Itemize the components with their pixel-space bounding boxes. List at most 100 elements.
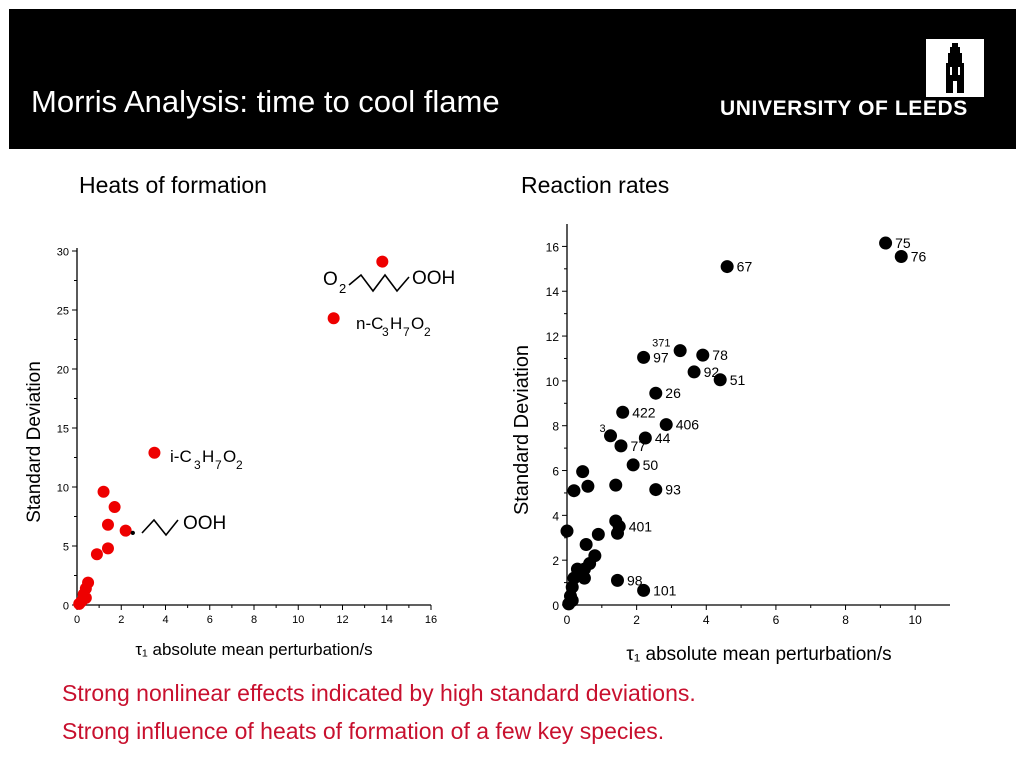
chart1-ytick-label: 0 — [63, 601, 69, 613]
chart2-point-label: 3 — [600, 423, 606, 435]
chart2-data-point — [637, 350, 651, 364]
chart1-ytick-label: 5 — [63, 542, 69, 554]
chart2-ytick-label: 12 — [546, 330, 560, 344]
chart2-data-point — [637, 583, 651, 597]
chart2-data-point — [696, 348, 710, 362]
chart1-data-point — [101, 542, 114, 555]
chart1-xtick-label: 14 — [381, 614, 393, 626]
chart2-data-point — [649, 483, 663, 497]
chart1-data-point — [108, 501, 121, 514]
chart2-data-point — [879, 236, 893, 250]
svg-text:7: 7 — [403, 325, 410, 339]
chart2-data-point — [894, 249, 908, 263]
chart2-xtick-label: 4 — [703, 613, 710, 627]
radical-bond-lines — [141, 518, 179, 537]
chart2-ytick-label: 8 — [552, 420, 559, 434]
chart2-data-point — [591, 527, 605, 541]
chart2-point-label: 67 — [737, 259, 753, 275]
chart2-points — [560, 236, 908, 611]
chart1-ytick-label: 20 — [57, 365, 69, 377]
chart1-xtick-label: 0 — [74, 614, 80, 626]
svg-text:7: 7 — [215, 458, 222, 472]
chart2-ytick-label: 2 — [552, 554, 559, 568]
radical-structure-annotation: • OOH — [130, 513, 226, 542]
chart2-data-point — [604, 429, 618, 443]
chart2-data-point — [638, 431, 652, 445]
chart1-xtick-label: 6 — [207, 614, 213, 626]
chart2-point-label: 75 — [895, 235, 911, 251]
panel-title-heats: Heats of formation — [79, 172, 267, 198]
chart2-point-label: 92 — [704, 364, 720, 380]
chart1-ytick-label: 25 — [57, 306, 69, 318]
chart2-point-label: 78 — [712, 347, 728, 363]
header-bar — [9, 9, 1016, 149]
chart1-data-point — [101, 518, 114, 531]
ipropyl-label: i-C 3 H 7 O 2 — [170, 447, 243, 472]
peroxy-right-ooh: OOH — [412, 268, 455, 289]
chart1-xtick-label: 10 — [292, 614, 304, 626]
chart1-data-point — [119, 524, 132, 537]
chart2-point-label: 97 — [653, 349, 669, 365]
chart2-xtick-label: 10 — [909, 613, 923, 627]
chart2-data-point — [567, 484, 581, 498]
chart2-ytick-label: 16 — [546, 240, 560, 254]
chart1-data-point — [376, 255, 389, 268]
svg-text:2: 2 — [424, 325, 431, 339]
chart2-point-label: 406 — [676, 417, 700, 433]
chart2-point-label: 101 — [653, 582, 677, 598]
chart2-xtick-label: 6 — [773, 613, 780, 627]
chart2-data-point — [673, 344, 687, 358]
slide-title: Morris Analysis: time to cool flame — [31, 84, 500, 119]
chart1-points — [73, 255, 389, 610]
chart2-data-point — [610, 573, 624, 587]
svg-text:3: 3 — [194, 458, 201, 472]
chart2-data-point — [577, 571, 591, 585]
university-tower-logo-icon — [926, 39, 984, 97]
chart2-ytick-label: 4 — [552, 509, 559, 523]
chart2-xtick-label: 2 — [633, 613, 640, 627]
chart1-data-point — [97, 485, 110, 498]
chart2-point-label: 76 — [911, 248, 927, 264]
caption-line-2: Strong influence of heats of formation o… — [62, 718, 665, 744]
chart1-data-point — [327, 312, 340, 325]
chart2-ytick-label: 6 — [552, 465, 559, 479]
chart2-data-point — [609, 478, 623, 492]
svg-text:O: O — [223, 447, 236, 466]
university-name: UNIVERSITY OF LEEDS — [720, 97, 968, 120]
svg-text:i-C: i-C — [170, 447, 192, 466]
chart2-data-point — [720, 260, 734, 274]
chart1-ytick-label: 15 — [57, 424, 69, 436]
chart2-xtick-label: 8 — [842, 613, 849, 627]
chart1-data-point — [73, 597, 86, 610]
chart2-axes — [566, 224, 950, 606]
chart2-data-point — [626, 458, 640, 472]
radical-dot: • — [130, 525, 136, 542]
chart2-data-point — [579, 537, 593, 551]
chart2-data-point — [614, 439, 628, 453]
chart2-xlabel: τ₁ absolute mean perturbation/s — [626, 644, 891, 665]
chart1-ylabel: Standard Deviation — [24, 361, 45, 523]
chart1-ytick-label: 10 — [57, 483, 69, 495]
chart1-xtick-label: 4 — [162, 614, 168, 626]
chart2-point-label: 401 — [629, 519, 653, 535]
svg-text:H: H — [390, 314, 402, 333]
chart2-data-point — [576, 465, 590, 479]
chart2-ylabel: Standard Deviation — [511, 345, 533, 515]
svg-text:2: 2 — [236, 458, 243, 472]
chart1-data-point — [148, 446, 161, 459]
chart2-data-point — [687, 365, 701, 379]
chart1-xtick-label: 12 — [336, 614, 348, 626]
chart2-ticks: 0 2 4 6 8 10 0 2 4 6 8 10 12 14 16 — [546, 240, 923, 627]
chart1-data-point — [90, 548, 103, 561]
chart2-point-label: 26 — [665, 385, 681, 401]
chart2-data-point — [616, 405, 630, 419]
chart2-point-label: 98 — [627, 572, 643, 588]
radical-right-ooh: OOH — [183, 513, 226, 534]
chart2-point-label: 44 — [655, 430, 671, 446]
svg-text:H: H — [202, 447, 214, 466]
chart2-data-point — [562, 597, 576, 611]
caption-line-1: Strong nonlinear effects indicated by hi… — [62, 680, 696, 706]
chart2-point-label: 422 — [632, 404, 656, 420]
chart2-ytick-label: 0 — [552, 599, 559, 613]
